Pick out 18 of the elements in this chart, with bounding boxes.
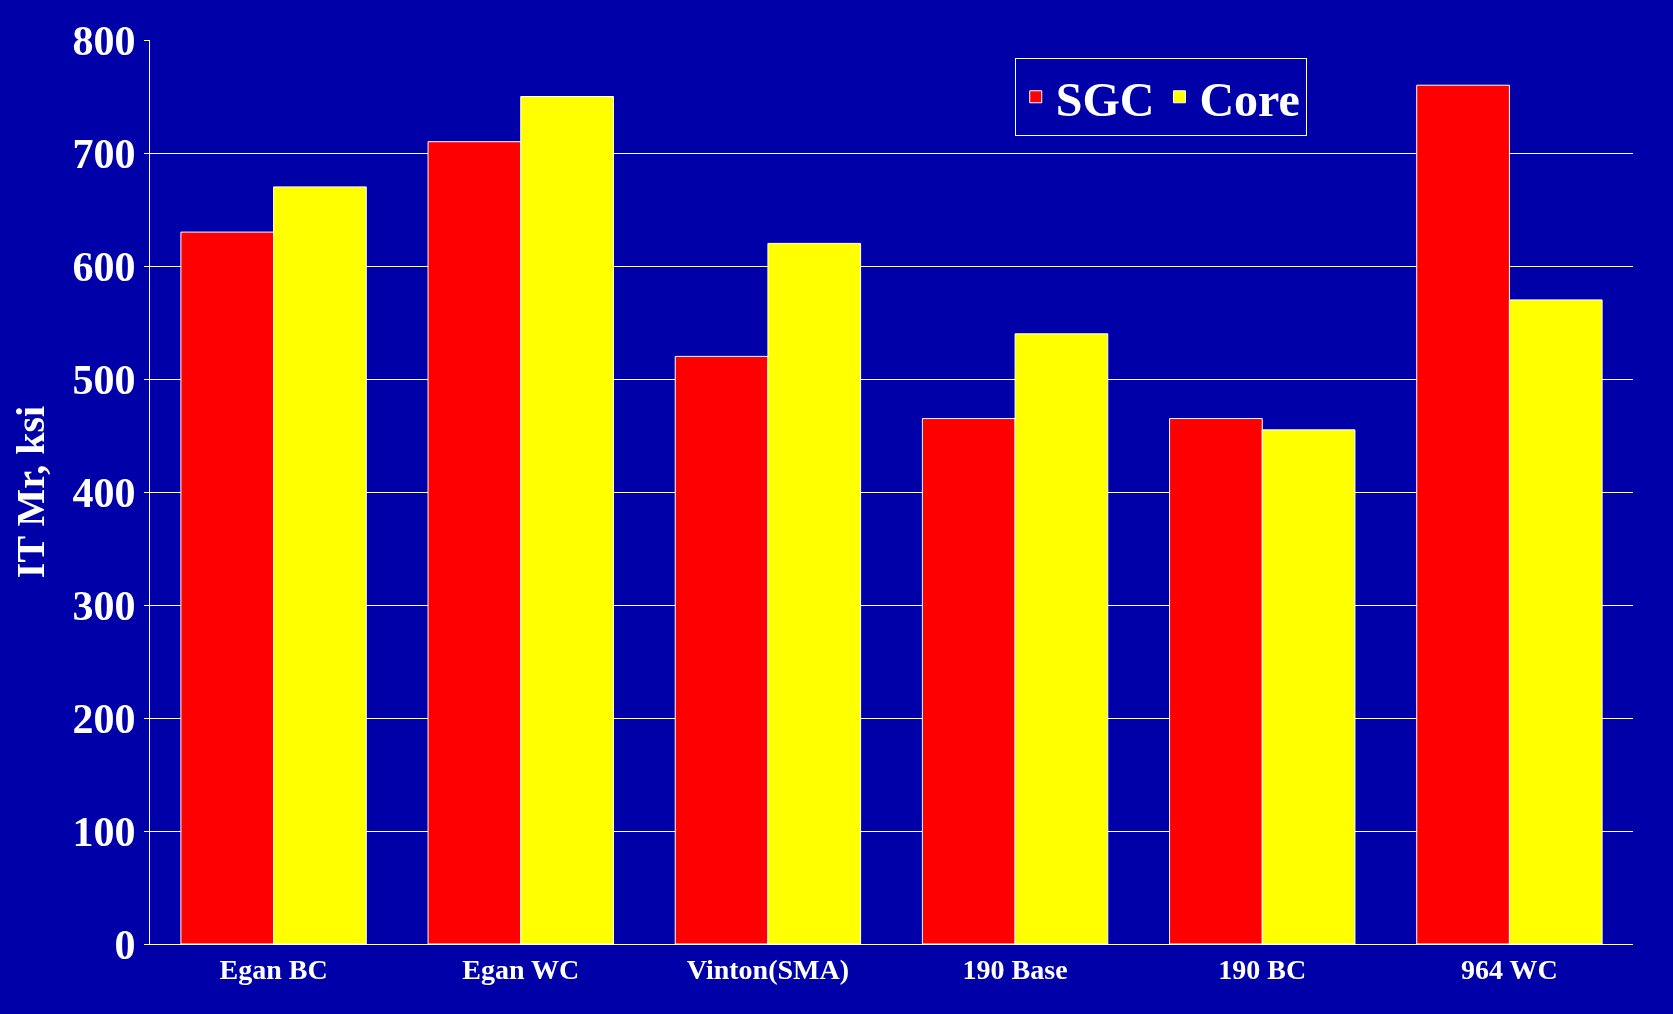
y-tick-label: 200 — [72, 695, 136, 742]
legend-label: SGC — [1055, 72, 1155, 126]
y-axis-title: IT Mr, ksi — [8, 405, 54, 579]
x-tick-label: 190 Base — [962, 953, 1068, 985]
x-tick-label: 964 WC — [1461, 953, 1558, 985]
legend-label: Core — [1199, 72, 1300, 126]
y-tick-label: 0 — [114, 921, 136, 968]
y-tick-label: 300 — [72, 582, 136, 629]
x-tick-label: Egan BC — [219, 953, 328, 985]
x-tick-label: 190 BC — [1218, 953, 1307, 985]
y-tick-label: 600 — [72, 243, 136, 290]
x-tick-label: Vinton(SMA) — [686, 953, 850, 985]
y-tick-label: 700 — [72, 130, 136, 177]
y-tick-label: 400 — [72, 469, 136, 516]
y-tick-label: 100 — [72, 808, 136, 855]
y-tick-label: 800 — [72, 17, 136, 64]
x-tick-label: Egan WC — [462, 953, 580, 985]
y-tick-label: 500 — [72, 356, 136, 403]
